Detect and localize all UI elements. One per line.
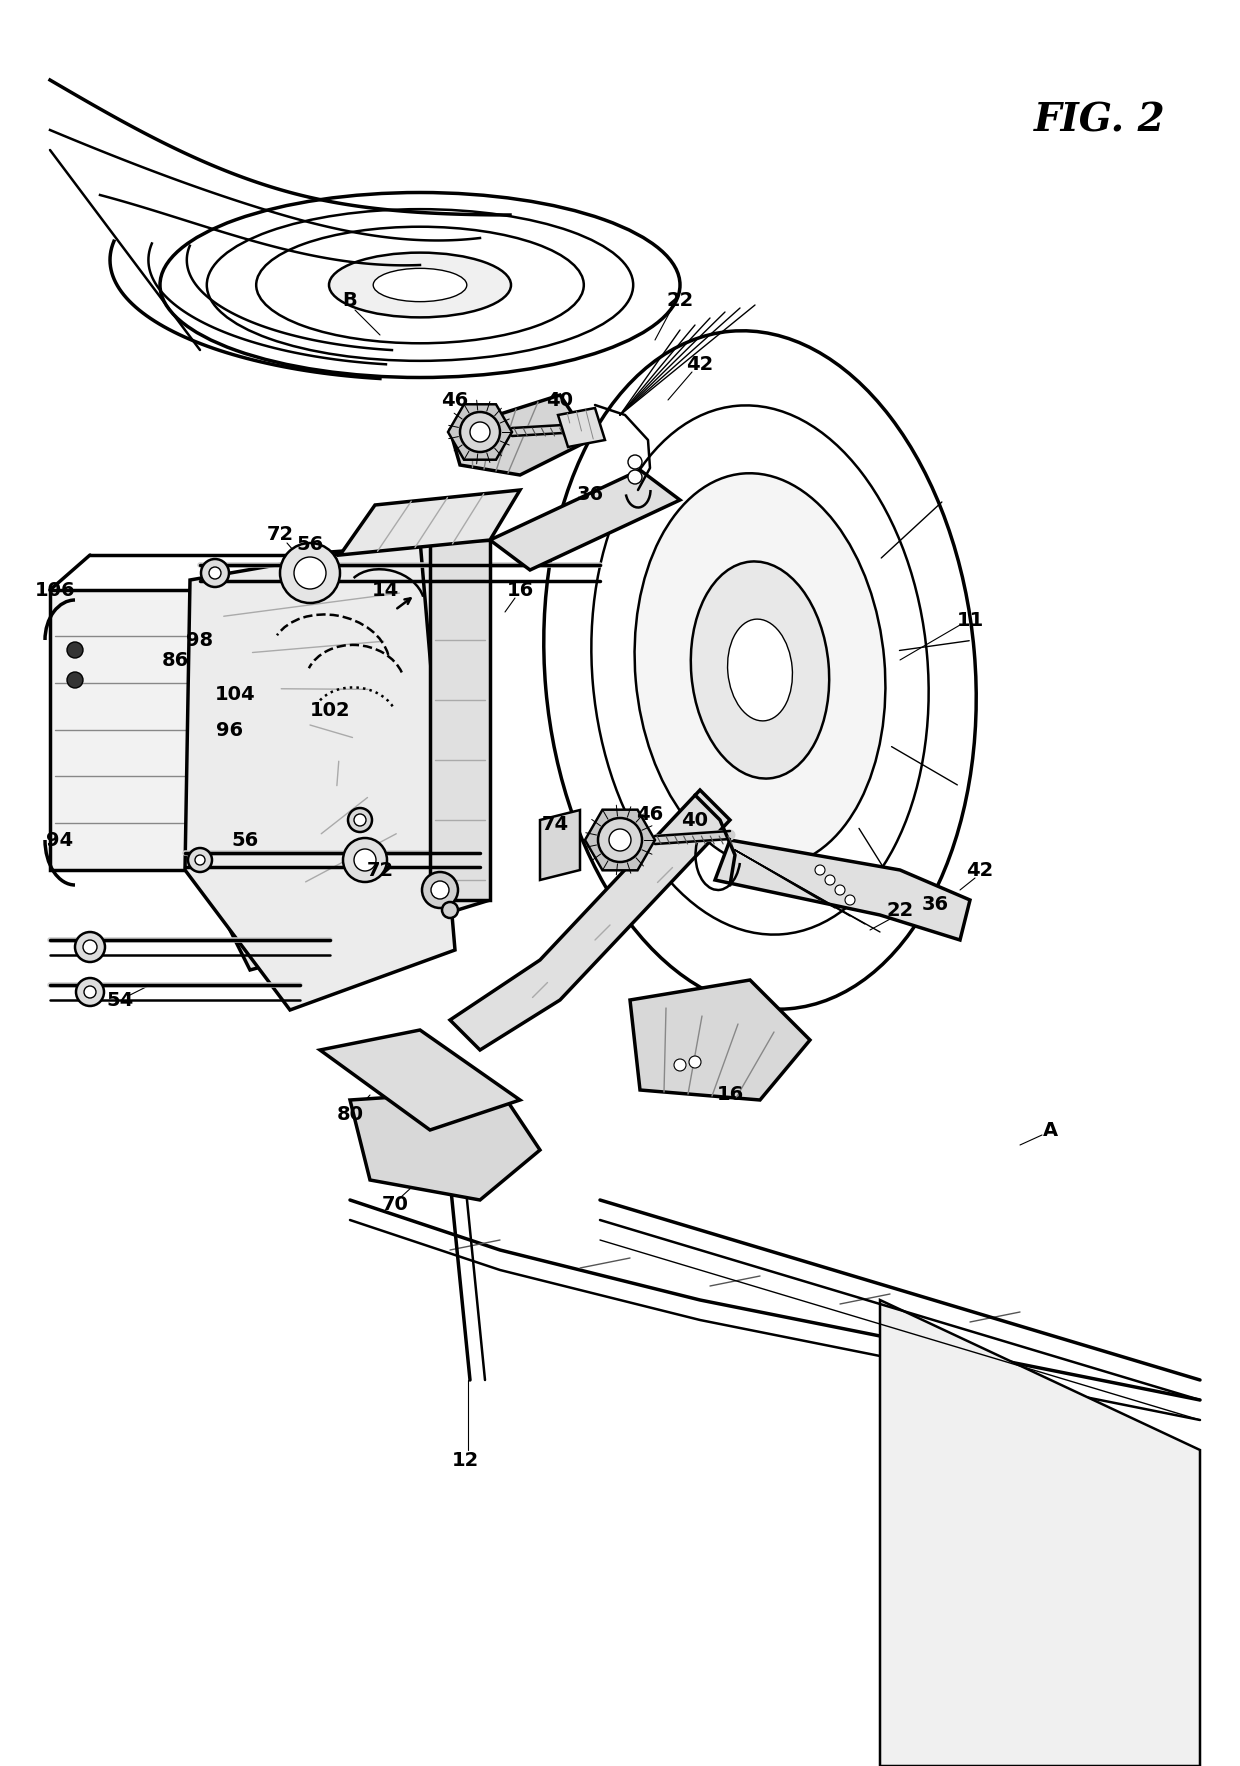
Text: 72: 72: [267, 526, 294, 544]
Ellipse shape: [691, 562, 830, 779]
Ellipse shape: [728, 620, 792, 721]
Ellipse shape: [160, 192, 680, 378]
Polygon shape: [185, 540, 455, 1010]
Text: 46: 46: [441, 390, 469, 410]
Text: 54: 54: [107, 991, 134, 1010]
Text: 12: 12: [451, 1450, 479, 1469]
Text: 86: 86: [161, 650, 188, 669]
Text: 74: 74: [542, 816, 569, 835]
Circle shape: [815, 865, 825, 874]
Text: 80: 80: [336, 1106, 363, 1125]
Polygon shape: [350, 1090, 539, 1201]
Text: 36: 36: [921, 895, 949, 915]
Circle shape: [210, 567, 221, 579]
Circle shape: [280, 542, 340, 602]
Ellipse shape: [591, 406, 929, 934]
Text: 22: 22: [887, 901, 914, 920]
Polygon shape: [320, 1030, 520, 1130]
Polygon shape: [430, 540, 490, 901]
Circle shape: [627, 456, 642, 470]
Polygon shape: [450, 396, 590, 475]
Polygon shape: [340, 489, 520, 555]
Text: 22: 22: [666, 290, 693, 309]
Text: 72: 72: [367, 860, 393, 879]
Circle shape: [432, 881, 449, 899]
Circle shape: [353, 849, 376, 871]
Circle shape: [598, 818, 642, 862]
Text: 42: 42: [687, 355, 714, 374]
Text: 36: 36: [577, 486, 604, 505]
Text: 40: 40: [547, 390, 573, 410]
Polygon shape: [490, 470, 680, 570]
Circle shape: [689, 1056, 701, 1068]
Ellipse shape: [329, 253, 511, 318]
Ellipse shape: [544, 330, 976, 1008]
Circle shape: [201, 560, 229, 586]
Circle shape: [83, 940, 97, 954]
Circle shape: [76, 978, 104, 1007]
Circle shape: [627, 470, 642, 484]
Circle shape: [67, 673, 83, 689]
Polygon shape: [539, 811, 580, 879]
Circle shape: [422, 872, 458, 908]
Polygon shape: [630, 980, 810, 1100]
Circle shape: [825, 874, 835, 885]
Text: 106: 106: [35, 581, 76, 599]
Text: 16: 16: [717, 1086, 744, 1104]
Ellipse shape: [635, 473, 885, 867]
Polygon shape: [450, 789, 730, 1051]
Ellipse shape: [373, 268, 466, 302]
Circle shape: [844, 895, 856, 904]
Text: 46: 46: [636, 805, 663, 825]
Circle shape: [84, 985, 95, 998]
Polygon shape: [558, 408, 605, 447]
Polygon shape: [880, 1300, 1200, 1766]
Text: 102: 102: [310, 701, 351, 719]
Circle shape: [67, 643, 83, 659]
Circle shape: [835, 885, 844, 895]
Text: 94: 94: [46, 830, 73, 849]
Text: 98: 98: [186, 630, 213, 650]
Text: 14: 14: [371, 581, 398, 599]
Text: A: A: [1043, 1120, 1058, 1139]
Circle shape: [188, 848, 212, 872]
Polygon shape: [585, 809, 655, 871]
Text: 56: 56: [296, 535, 324, 555]
Circle shape: [441, 902, 458, 918]
Text: 104: 104: [215, 685, 255, 705]
Ellipse shape: [257, 226, 584, 343]
Polygon shape: [200, 540, 490, 970]
Text: 56: 56: [232, 830, 259, 849]
Circle shape: [675, 1060, 686, 1070]
Text: 42: 42: [966, 860, 993, 879]
Text: 16: 16: [506, 581, 533, 599]
Text: 40: 40: [682, 811, 708, 830]
Text: B: B: [342, 290, 357, 309]
Circle shape: [460, 411, 500, 452]
Circle shape: [348, 809, 372, 832]
Circle shape: [343, 839, 387, 881]
Polygon shape: [715, 841, 970, 940]
Circle shape: [609, 828, 631, 851]
Text: 11: 11: [956, 611, 983, 629]
Polygon shape: [448, 404, 512, 459]
Ellipse shape: [207, 208, 634, 360]
Circle shape: [470, 422, 490, 442]
Text: 96: 96: [217, 721, 243, 740]
Circle shape: [353, 814, 366, 826]
Circle shape: [195, 855, 205, 865]
Circle shape: [294, 556, 326, 590]
Text: FIG. 2: FIG. 2: [1034, 101, 1166, 140]
Polygon shape: [50, 590, 290, 871]
Circle shape: [74, 932, 105, 962]
Text: 70: 70: [382, 1196, 408, 1215]
